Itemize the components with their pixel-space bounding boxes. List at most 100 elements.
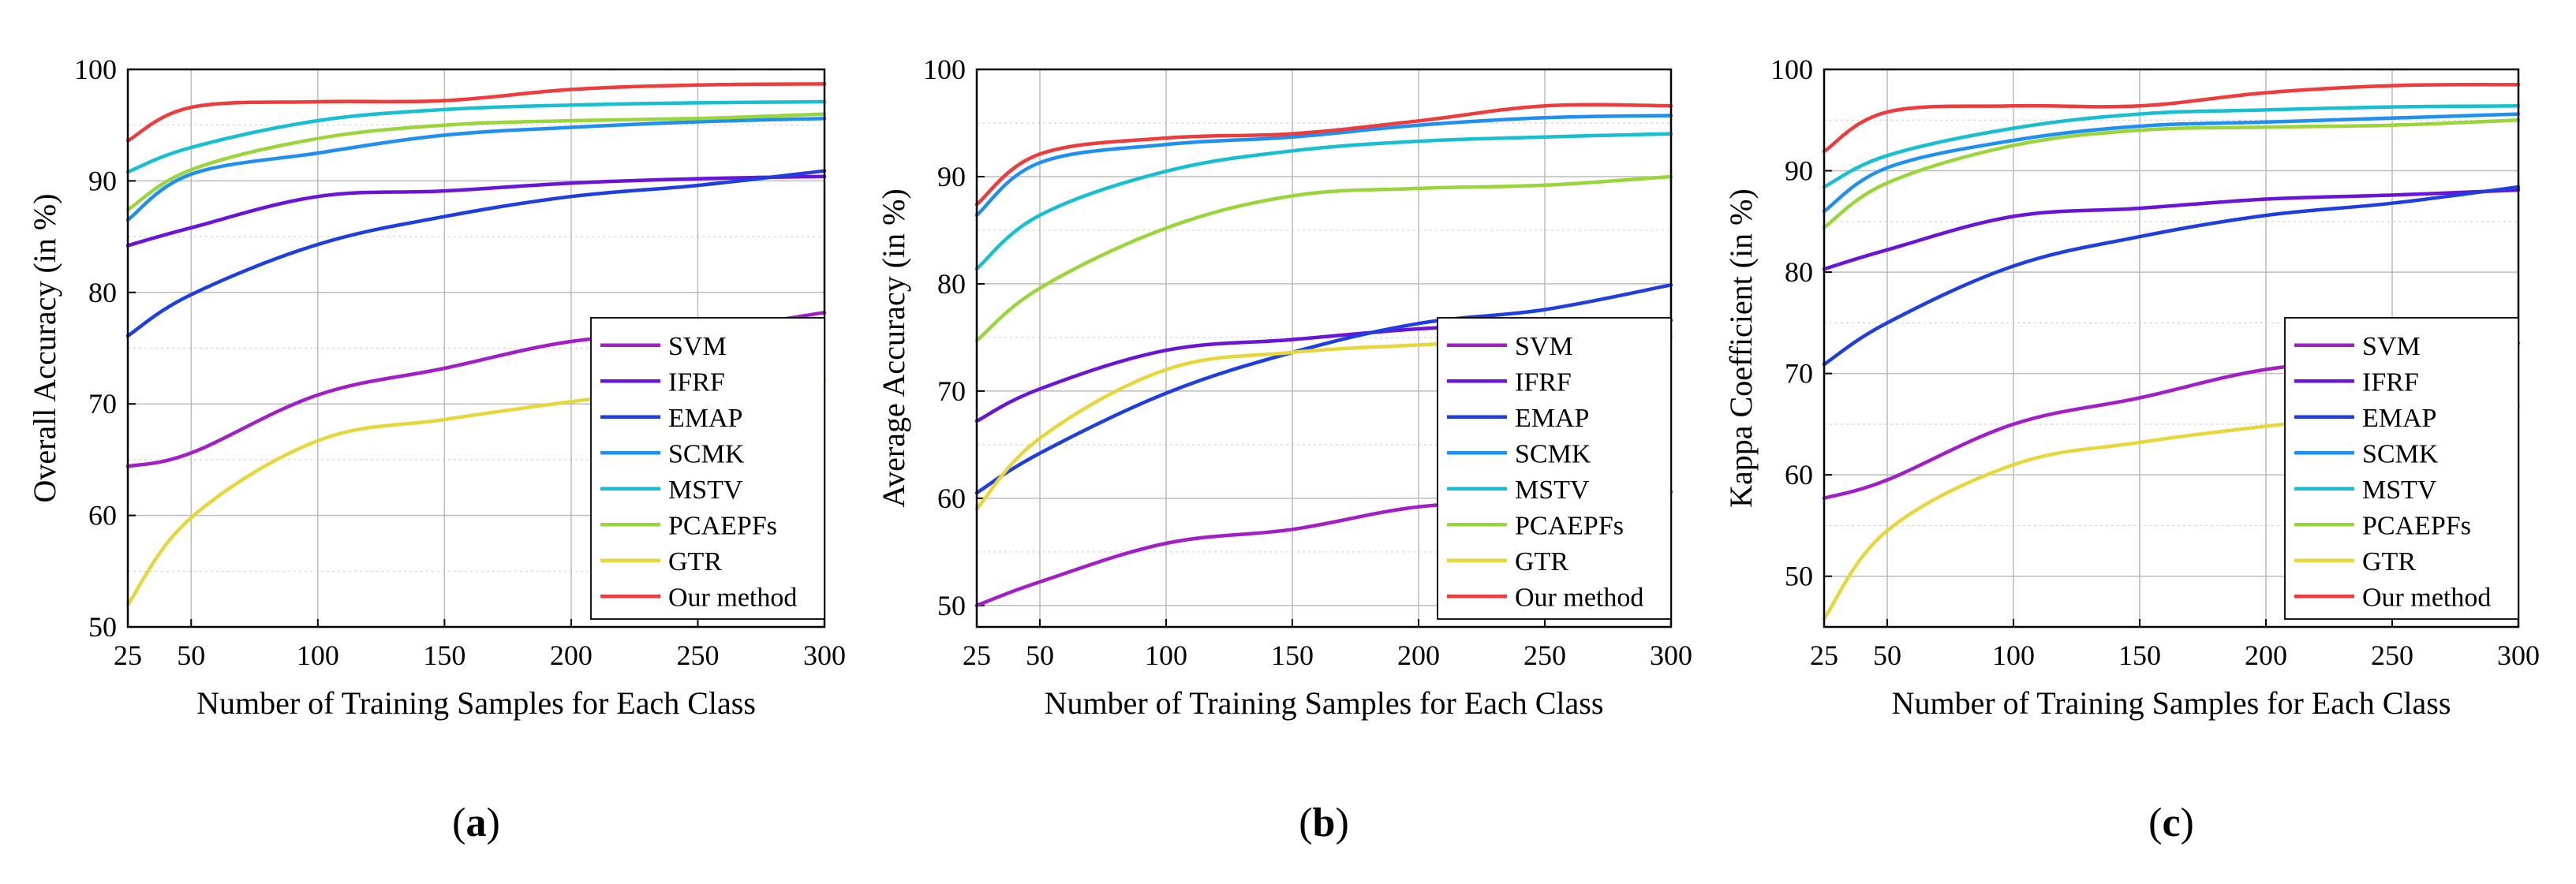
x-tick-label: 300 (803, 640, 846, 671)
y-tick-label: 50 (1785, 561, 1813, 592)
y-tick-label: 60 (937, 483, 966, 514)
legend-label-mstv: MSTV (2362, 476, 2437, 505)
x-tick-label: 250 (2371, 640, 2413, 671)
legend-label-emap: EMAP (2362, 404, 2436, 433)
legend-label-emap: EMAP (668, 404, 742, 433)
legend-label-mstv: MSTV (668, 476, 743, 505)
y-tick-label: 90 (88, 165, 117, 196)
legend-label-our-method: Our method (2362, 583, 2491, 612)
y-tick-label: 60 (88, 500, 117, 532)
x-tick-label: 100 (1992, 640, 2035, 671)
series-line-mstv (974, 132, 1673, 271)
legend-label-our-method: Our method (668, 583, 797, 612)
y-tick-label: 70 (1785, 358, 1813, 390)
legend-label-svm: SVM (2362, 332, 2421, 361)
y-tick-label: 100 (923, 54, 966, 85)
legend-label-scmk: SCMK (1515, 439, 1591, 468)
panel-label: (a) (452, 800, 500, 845)
x-tick-label: 150 (1271, 640, 1314, 671)
legend-box (1437, 317, 1672, 620)
y-tick-label: 80 (88, 277, 117, 308)
panel-label-close-paren: ) (487, 800, 500, 845)
y-tick-label: 50 (88, 611, 117, 643)
y-tick-label: 100 (74, 54, 117, 85)
y-tick-label: 80 (937, 268, 966, 300)
x-tick-label: 150 (2118, 640, 2161, 671)
chart-panel-c: 50 60 70 80 90 100 25 50 100 150 200 250 300 SVM IFRF E… (1723, 54, 2540, 845)
x-tick-label: 250 (676, 640, 719, 671)
legend-label-svm: SVM (668, 332, 727, 361)
panel-label: (c) (2148, 800, 2194, 845)
x-tick-label: 25 (963, 640, 991, 671)
legend-box (2284, 317, 2519, 620)
panel-label-open-paren: ( (1299, 800, 1312, 845)
y-tick-label: 90 (1785, 155, 1813, 187)
series-line-ifrf (125, 174, 827, 248)
x-tick-label: 250 (1524, 640, 1566, 671)
y-tick-label: 90 (937, 161, 966, 192)
series-line-emap (125, 169, 827, 338)
legend-label-scmk: SCMK (668, 439, 745, 468)
legend-label-svm: SVM (1515, 332, 1573, 361)
legend: SVM IFRF EMAP SCMK MSTV PCAEPFs GTR Our method (2284, 317, 2519, 620)
series-line-pcaepfs (974, 174, 1673, 343)
legend-label-pcaepfs: PCAEPFs (1515, 511, 1624, 540)
legend-label-gtr: GTR (668, 547, 722, 576)
x-tick-label: 200 (2245, 640, 2287, 671)
panel-label-close-paren: ) (1335, 800, 1348, 845)
series-line-ifrf (1822, 188, 2521, 271)
x-tick-label: 50 (177, 640, 205, 671)
series-line-scmk (125, 116, 827, 222)
y-tick-label: 80 (1785, 256, 1813, 288)
legend: SVM IFRF EMAP SCMK MSTV PCAEPFs GTR Our method (1437, 317, 1672, 620)
series-line-scmk (974, 114, 1673, 218)
chart-panel-b: 50 60 70 80 90 100 25 50 100 150 200 250 300 SVM IFRF E… (876, 54, 1692, 845)
legend: SVM IFRF EMAP SCMK MSTV PCAEPFs GTR Our method (590, 317, 825, 620)
series-line-pcaepfs (125, 112, 827, 212)
panel-label-letter: c (2162, 800, 2180, 845)
panel-label-letter: a (466, 800, 487, 845)
panel-label-open-paren: ( (452, 800, 465, 845)
series-line-mstv (125, 99, 827, 174)
panel-label-close-paren: ) (2181, 800, 2194, 845)
legend-label-pcaepfs: PCAEPFs (668, 511, 777, 540)
legend-label-gtr: GTR (1515, 547, 1568, 576)
series-line-our-method (125, 82, 827, 143)
x-tick-label: 25 (114, 640, 142, 671)
series-line-our-method (974, 103, 1673, 207)
x-tick-label: 300 (1650, 640, 1692, 671)
x-axis-title: Number of Training Samples for Each Clas… (1892, 685, 2451, 721)
legend-label-ifrf: IFRF (668, 367, 725, 397)
legend-label-ifrf: IFRF (2362, 367, 2419, 397)
panel-label: (b) (1299, 800, 1349, 845)
y-tick-label: 60 (1785, 459, 1813, 490)
y-axis-title: Kappa Coefficient (in %) (1723, 188, 1759, 508)
x-axis-title: Number of Training Samples for Each Clas… (1045, 685, 1604, 721)
series-line-mstv (1822, 104, 2521, 189)
x-tick-label: 25 (1810, 640, 1838, 671)
x-tick-label: 50 (1026, 640, 1054, 671)
panel-label-open-paren: ( (2148, 800, 2162, 845)
y-tick-label: 70 (937, 375, 966, 407)
panel-label-letter: b (1313, 800, 1336, 845)
x-tick-label: 300 (2497, 640, 2540, 671)
series-line-pcaepfs (1822, 118, 2521, 229)
x-tick-label: 100 (1145, 640, 1187, 671)
x-axis-title: Number of Training Samples for Each Clas… (196, 685, 756, 721)
y-tick-label: 50 (937, 590, 966, 621)
y-axis-title: Average Accuracy (in %) (876, 188, 911, 508)
y-axis-title: Overall Accuracy (in %) (27, 193, 62, 502)
legend-label-emap: EMAP (1515, 404, 1589, 433)
legend-box (590, 317, 825, 620)
legend-label-gtr: GTR (2362, 547, 2416, 576)
legend-label-ifrf: IFRF (1515, 367, 1572, 397)
x-tick-label: 200 (550, 640, 593, 671)
x-tick-label: 200 (1397, 640, 1440, 671)
legend-label-pcaepfs: PCAEPFs (2362, 511, 2471, 540)
x-tick-label: 100 (297, 640, 339, 671)
legend-label-mstv: MSTV (1515, 476, 1590, 505)
y-tick-label: 100 (1770, 54, 1813, 85)
